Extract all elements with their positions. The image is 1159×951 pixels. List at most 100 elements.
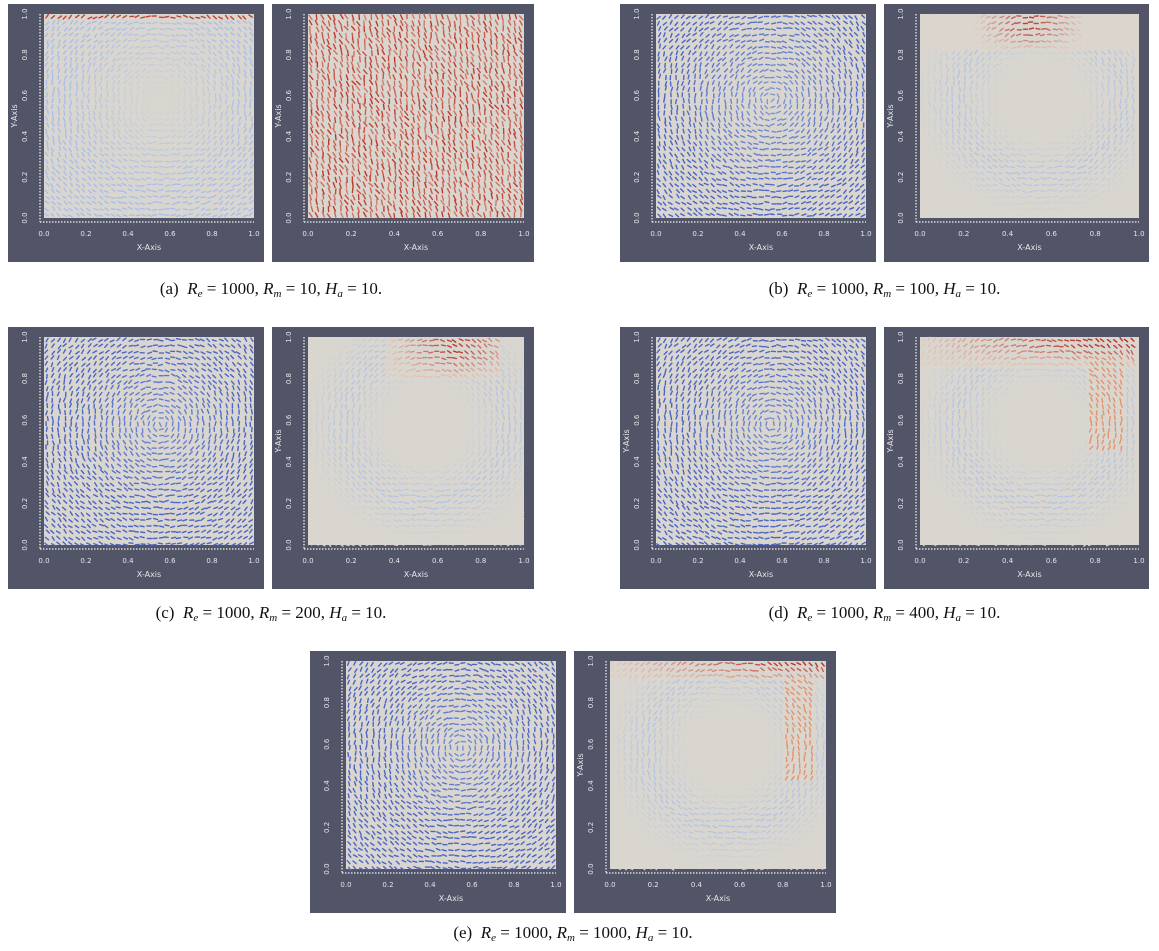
vector-glyphs <box>43 13 255 218</box>
x-tick-label: 0.6 <box>432 230 444 238</box>
x-axis-title: X-Axis <box>1017 243 1041 252</box>
y-tick-label: 0.2 <box>633 498 641 509</box>
x-tick-label: 1.0 <box>248 230 259 238</box>
x-tick-label: 0.4 <box>1002 557 1014 565</box>
x-axis-title: X-Axis <box>749 243 773 252</box>
x-tick-label: 0.2 <box>692 230 703 238</box>
y-axis-title: Y-Axis <box>274 429 283 453</box>
plot-b-right-svg: 0.0 0.0 0.2 0.2 0.4 0.4 0.6 0.6 0.8 0.8 1.0 1.0 X-Ax… <box>886 8 1145 252</box>
plot-a-right-svg: 0.0 0.0 0.2 0.2 0.4 0.4 0.6 0.6 0.8 0.8 1.0 1.0 X-Ax… <box>274 8 530 252</box>
x-tick-label: 0.6 <box>776 557 788 565</box>
y-tick-label: 0.0 <box>587 863 595 874</box>
y-axis-title: Y-Axis <box>274 104 283 128</box>
x-tick-label: 0.2 <box>692 557 703 565</box>
vector-glyphs <box>346 660 556 872</box>
caption-b-rm: 100 <box>909 279 935 298</box>
vector-glyphs <box>308 337 525 548</box>
field-background <box>44 337 254 545</box>
x-tick-label: 0.0 <box>340 881 351 889</box>
y-tick-label: 0.8 <box>285 373 293 384</box>
field-background <box>656 14 866 218</box>
y-tick-label: 0.4 <box>21 456 29 468</box>
x-tick-label: 0.8 <box>818 557 829 565</box>
x-tick-label: 0.2 <box>958 230 969 238</box>
field-background <box>308 14 524 218</box>
x-tick-label: 0.2 <box>346 557 357 565</box>
caption-d-ha: 10 <box>979 603 997 622</box>
y-tick-label: 1.0 <box>323 655 331 666</box>
caption-e-ha: 10 <box>671 923 689 942</box>
y-axis-title: Y-Axis <box>886 429 895 453</box>
plot-d-right-svg: 0.0 0.0 0.2 0.2 0.4 0.4 0.6 0.6 0.8 0.8 1.0 1.0 X-Ax… <box>886 331 1145 579</box>
caption-b: (b) Re = 1000, Rm = 100, Ha = 10. <box>768 279 1001 300</box>
x-tick-label: 1.0 <box>1133 230 1144 238</box>
x-tick-label: 0.6 <box>1046 557 1058 565</box>
y-tick-label: 0.4 <box>323 780 331 792</box>
x-tick-label: 0.0 <box>650 230 661 238</box>
y-tick-label: 0.0 <box>285 539 293 550</box>
plot-a-right: 0.0 0.0 0.2 0.2 0.4 0.4 0.6 0.6 0.8 0.8 1.0 1.0 X-Ax… <box>272 4 534 262</box>
y-tick-label: 0.6 <box>21 89 29 101</box>
y-tick-label: 0.2 <box>323 822 331 833</box>
vector-glyphs <box>656 13 867 219</box>
plot-a-left: 0.0 0.0 0.2 0.2 0.4 0.4 0.6 0.6 0.8 0.8 1.0 1.0 X-Ax… <box>8 4 264 262</box>
y-tick-label: 0.6 <box>633 414 641 426</box>
plot-e-right-svg: 0.0 0.0 0.2 0.2 0.4 0.4 0.6 0.6 0.8 0.8 1.0 1.0 X-Ax… <box>576 655 832 903</box>
caption-c-label: (c) <box>155 603 175 622</box>
y-tick-label: 0.2 <box>21 498 29 509</box>
plot-a-left-svg: 0.0 0.0 0.2 0.2 0.4 0.4 0.6 0.6 0.8 0.8 1.0 1.0 X-Ax… <box>10 8 260 252</box>
x-tick-label: 0.6 <box>776 230 788 238</box>
plot-c-right-svg: 0.0 0.0 0.2 0.2 0.4 0.4 0.6 0.6 0.8 0.8 1.0 1.0 X-Ax… <box>274 331 530 579</box>
x-tick-label: 0.4 <box>734 230 746 238</box>
y-tick-label: 0.4 <box>897 130 905 142</box>
y-tick-label: 1.0 <box>21 331 29 342</box>
y-tick-label: 0.0 <box>897 539 905 550</box>
x-tick-label: 0.8 <box>206 557 217 565</box>
caption-e-label: (e) <box>453 923 473 942</box>
x-tick-label: 1.0 <box>248 557 259 565</box>
y-tick-label: 1.0 <box>587 655 595 666</box>
field-background <box>920 14 1139 218</box>
y-tick-label: 1.0 <box>633 331 641 342</box>
x-tick-label: 0.6 <box>734 881 746 889</box>
y-tick-label: 0.8 <box>633 49 641 60</box>
x-tick-label: 0.0 <box>914 557 925 565</box>
x-tick-label: 0.0 <box>38 557 49 565</box>
x-tick-label: 0.6 <box>164 557 176 565</box>
y-tick-label: 0.2 <box>285 172 293 183</box>
vector-glyphs <box>920 13 1137 218</box>
vector-glyphs <box>655 337 867 548</box>
y-tick-label: 0.8 <box>587 697 595 708</box>
y-tick-label: 0.8 <box>897 373 905 384</box>
x-tick-label: 0.8 <box>1090 557 1101 565</box>
x-tick-label: 0.4 <box>122 230 134 238</box>
y-tick-label: 0.0 <box>285 212 293 223</box>
x-tick-label: 0.0 <box>302 557 313 565</box>
y-tick-label: 0.2 <box>21 172 29 183</box>
y-tick-label: 0.4 <box>587 780 595 792</box>
y-tick-label: 0.4 <box>897 456 905 468</box>
y-axis-title: Y-Axis <box>576 753 585 777</box>
caption-a-label: (a) <box>159 279 179 298</box>
x-tick-label: 0.8 <box>475 557 486 565</box>
caption-c: (c) Re = 1000, Rm = 200, Ha = 10. <box>155 603 387 624</box>
x-tick-label: 0.4 <box>389 230 401 238</box>
x-axis-title: X-Axis <box>749 570 773 579</box>
x-tick-label: 0.4 <box>691 881 703 889</box>
x-axis-title: X-Axis <box>404 243 428 252</box>
y-tick-label: 0.8 <box>633 373 641 384</box>
y-tick-label: 1.0 <box>897 331 905 342</box>
x-tick-label: 1.0 <box>518 230 529 238</box>
plot-d-right: 0.0 0.0 0.2 0.2 0.4 0.4 0.6 0.6 0.8 0.8 1.0 1.0 X-Ax… <box>884 327 1149 589</box>
x-tick-label: 0.8 <box>818 230 829 238</box>
caption-a-re: 1000 <box>220 279 255 298</box>
y-tick-label: 0.2 <box>587 822 595 833</box>
y-axis-title: Y-Axis <box>10 104 19 128</box>
vector-glyphs <box>610 660 827 871</box>
x-axis-title: X-Axis <box>1017 570 1041 579</box>
caption-c-rm: 200 <box>295 603 321 622</box>
field-background <box>656 337 866 545</box>
y-tick-label: 0.4 <box>21 130 29 142</box>
x-tick-label: 1.0 <box>860 230 871 238</box>
y-tick-label: 1.0 <box>285 331 293 342</box>
